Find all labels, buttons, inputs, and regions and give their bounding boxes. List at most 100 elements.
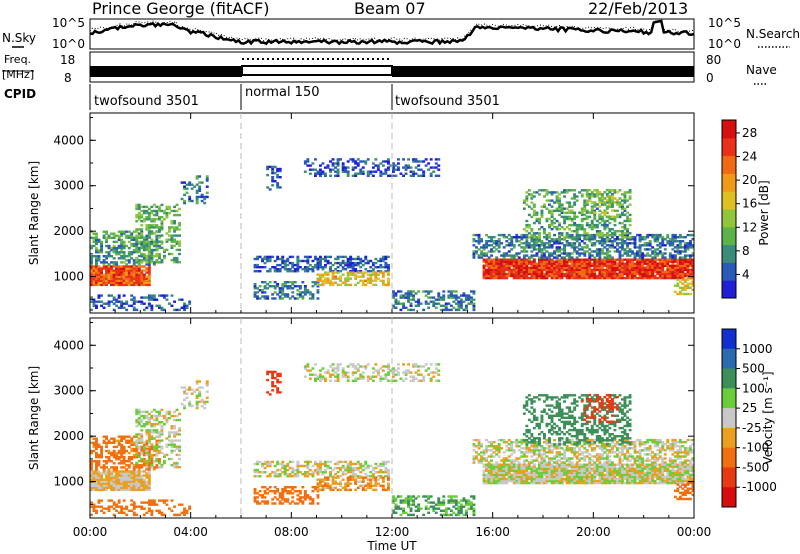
power-cell bbox=[336, 277, 340, 280]
power-cell bbox=[502, 236, 506, 239]
power-cell bbox=[132, 251, 136, 254]
power-cell bbox=[135, 240, 139, 243]
power-cell bbox=[147, 216, 151, 219]
power-cell bbox=[578, 254, 582, 257]
power-cell bbox=[616, 215, 619, 218]
velocity-cell bbox=[296, 471, 300, 474]
power-cell bbox=[666, 262, 670, 265]
velocity-cell bbox=[115, 466, 119, 469]
power-cell bbox=[497, 274, 501, 278]
velocity-cell bbox=[183, 507, 186, 510]
power-cell bbox=[409, 304, 413, 307]
velocity-cell bbox=[120, 472, 124, 475]
velocity-cell bbox=[319, 488, 322, 492]
power-cell bbox=[173, 308, 176, 312]
power-cell bbox=[288, 261, 292, 265]
power-cell bbox=[381, 275, 385, 278]
power-cell bbox=[646, 272, 650, 276]
power-cell bbox=[578, 248, 582, 251]
power-cell bbox=[137, 207, 141, 211]
power-cell bbox=[384, 266, 388, 269]
power-cell bbox=[611, 236, 614, 239]
power-cell bbox=[105, 269, 108, 272]
velocity-cell bbox=[135, 464, 139, 467]
power-cell bbox=[550, 246, 554, 249]
power-cell bbox=[550, 276, 554, 280]
power-cell bbox=[548, 244, 551, 247]
power-cell bbox=[573, 195, 577, 198]
velocity-cell bbox=[296, 502, 300, 505]
power-cell bbox=[598, 262, 602, 265]
power-cell bbox=[550, 223, 554, 227]
power-cell bbox=[306, 160, 310, 163]
power-cell bbox=[142, 244, 146, 248]
power-cell bbox=[520, 246, 524, 249]
power-cell bbox=[593, 236, 597, 239]
power-cell bbox=[510, 258, 514, 261]
power-cell bbox=[558, 197, 561, 200]
power-cell bbox=[417, 164, 421, 167]
velocity-cell bbox=[283, 468, 287, 472]
power-cell bbox=[580, 219, 584, 223]
power-cell bbox=[442, 290, 446, 293]
power-cell bbox=[555, 226, 559, 229]
power-cell bbox=[170, 246, 174, 249]
power-cell bbox=[605, 264, 609, 267]
power-cell bbox=[538, 193, 541, 196]
velocity-cell bbox=[258, 460, 262, 464]
power-cell bbox=[515, 236, 519, 239]
power-cell bbox=[281, 255, 285, 259]
power-cell bbox=[125, 234, 129, 237]
velocity-cell bbox=[271, 490, 275, 493]
velocity-cell bbox=[379, 462, 383, 466]
power-cell bbox=[137, 271, 141, 274]
power-cell bbox=[686, 272, 690, 276]
power-cell bbox=[535, 213, 539, 217]
power-cell bbox=[603, 270, 607, 274]
power-cell bbox=[691, 258, 695, 261]
velocity-cell bbox=[175, 445, 179, 448]
power-cell bbox=[603, 221, 607, 225]
power-cell bbox=[490, 254, 493, 257]
power-cell bbox=[163, 211, 166, 215]
power-cell bbox=[575, 236, 579, 239]
velocity-cell bbox=[387, 471, 390, 474]
power-cell bbox=[621, 274, 624, 278]
power-cell bbox=[170, 238, 174, 241]
velocity-cell bbox=[110, 441, 113, 444]
power-cell bbox=[135, 277, 139, 280]
power-cell bbox=[95, 238, 98, 242]
power-cell bbox=[336, 160, 340, 163]
power-cell bbox=[147, 279, 151, 282]
power-cell bbox=[653, 260, 657, 263]
power-cell bbox=[507, 260, 511, 263]
power-cell bbox=[613, 215, 617, 219]
power-cell bbox=[276, 173, 280, 177]
power-cell bbox=[568, 228, 572, 231]
power-cell bbox=[273, 297, 277, 300]
power-cell bbox=[107, 279, 111, 282]
velocity-cell bbox=[137, 441, 141, 444]
velocity-cell bbox=[107, 505, 111, 508]
power-cell bbox=[311, 270, 315, 273]
power-cell bbox=[590, 209, 594, 212]
power-cell bbox=[553, 240, 556, 243]
power-cell bbox=[281, 261, 285, 265]
power-cell bbox=[165, 232, 169, 235]
velocity-cell bbox=[90, 486, 93, 489]
power-cell bbox=[127, 281, 131, 284]
velocity-cell bbox=[316, 486, 320, 489]
power-cell bbox=[147, 267, 151, 270]
velocity-cell bbox=[90, 501, 93, 504]
power-cell bbox=[678, 272, 682, 276]
velocity-cell bbox=[105, 474, 108, 477]
power-cell bbox=[132, 230, 136, 233]
power-cell bbox=[193, 185, 197, 188]
power-cell bbox=[376, 166, 380, 169]
velocity-cell bbox=[110, 474, 113, 477]
velocity-cell bbox=[145, 488, 149, 492]
power-cell bbox=[512, 258, 516, 261]
power-cell bbox=[387, 160, 390, 163]
velocity-cell bbox=[125, 439, 129, 442]
power-cell bbox=[568, 215, 572, 219]
